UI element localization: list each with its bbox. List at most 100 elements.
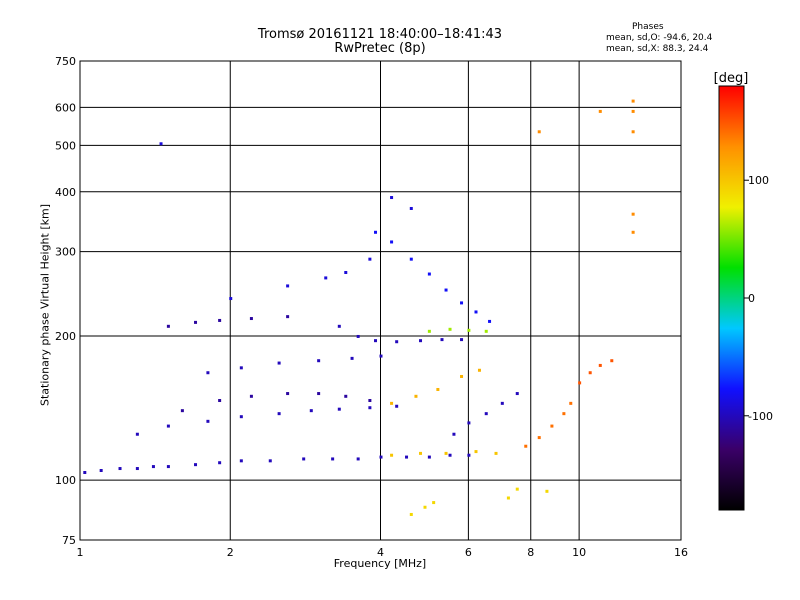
echo-point [194, 463, 198, 467]
echo-point [474, 450, 478, 454]
echo-point [390, 401, 394, 405]
echo-point [180, 409, 184, 413]
echo-point [460, 301, 464, 305]
echo-point [368, 406, 372, 410]
echo-point [436, 387, 440, 391]
echo-point [206, 371, 210, 375]
echo-point [460, 374, 464, 378]
echo-point [405, 455, 409, 459]
echo-point [350, 356, 354, 360]
echo-point [277, 412, 281, 416]
x-tick-label: 4 [377, 546, 384, 559]
chart-title: Tromsø 20161121 18:40:00–18:41:43 [257, 27, 503, 42]
x-tick-label: 2 [227, 546, 234, 559]
x-axis-label: Frequency [MHz] [333, 557, 427, 570]
echo-point [379, 455, 383, 459]
echo-point [448, 327, 452, 331]
data-points [83, 99, 635, 516]
echo-point [550, 424, 554, 428]
chart-subtitle: RwPretec (8p) [334, 41, 426, 56]
echo-point [524, 444, 528, 448]
echo-point [277, 361, 281, 365]
echo-point [588, 371, 592, 375]
echo-point [379, 354, 383, 358]
echo-point [286, 315, 290, 319]
echo-point [286, 392, 290, 396]
echo-point [390, 196, 394, 200]
stats-o-mode: mean, sd,O: -94.6, 20.4 [606, 33, 713, 43]
echo-point [337, 407, 341, 411]
echo-point [578, 381, 582, 385]
y-tick-label: 600 [55, 101, 76, 114]
echo-point [409, 257, 413, 261]
echo-point [467, 421, 471, 425]
x-tick-label: 16 [674, 546, 688, 559]
echo-point [452, 432, 456, 436]
echo-point [440, 338, 444, 342]
echo-point [467, 453, 471, 457]
echo-point [309, 409, 313, 413]
echo-point [444, 288, 448, 292]
echo-point [390, 240, 394, 244]
echo-point [331, 457, 335, 461]
echo-point [368, 399, 372, 403]
echo-point [427, 455, 431, 459]
echo-point [477, 368, 481, 372]
echo-point [598, 109, 602, 113]
y-tick-label: 100 [55, 474, 76, 487]
echo-point [448, 453, 452, 457]
echo-point [268, 459, 272, 463]
echo-point [239, 415, 243, 419]
echo-point [344, 394, 348, 398]
stats-header: Phases [632, 22, 664, 32]
echo-point [166, 424, 170, 428]
echo-point [631, 99, 635, 103]
echo-point [324, 276, 328, 280]
colorbar-gradient [718, 85, 745, 511]
echo-point [286, 284, 290, 288]
colorbar-tick-label: 0 [748, 292, 755, 305]
echo-point [631, 212, 635, 216]
echo-point [344, 270, 348, 274]
echo-point [409, 512, 413, 516]
echo-point [317, 359, 321, 363]
x-tick-label: 10 [572, 546, 586, 559]
echo-point [395, 340, 399, 344]
echo-point [374, 230, 378, 234]
echo-point [409, 206, 413, 210]
x-tick-label: 8 [527, 546, 534, 559]
echo-point [356, 457, 360, 461]
echo-point [423, 505, 427, 509]
echo-point [390, 453, 394, 457]
echo-point [356, 334, 360, 338]
echo-point [500, 401, 504, 405]
echo-point [166, 465, 170, 469]
colorbar-tick-label: -100 [748, 410, 773, 423]
echo-point [317, 392, 321, 396]
echo-point [302, 457, 306, 461]
echo-point [414, 394, 418, 398]
echo-point [537, 130, 541, 134]
echo-point [135, 467, 139, 471]
echo-point [562, 412, 566, 416]
echo-point [631, 109, 635, 113]
echo-point [631, 230, 635, 234]
echo-point [337, 324, 341, 328]
echo-point [218, 318, 222, 322]
echo-point [474, 310, 478, 314]
echo-point [537, 436, 541, 440]
echo-point [99, 469, 103, 473]
plot-frame [79, 60, 682, 541]
y-tick-label: 200 [55, 330, 76, 343]
y-tick-label: 500 [55, 139, 76, 152]
y-tick-label: 300 [55, 246, 76, 259]
echo-point [249, 394, 253, 398]
echo-point [515, 487, 519, 491]
colorbar-label: [deg] [714, 71, 749, 86]
echo-point [374, 339, 378, 343]
echo-point [118, 467, 122, 471]
echo-point [151, 465, 155, 469]
echo-point [218, 461, 222, 465]
echo-point [427, 272, 431, 276]
